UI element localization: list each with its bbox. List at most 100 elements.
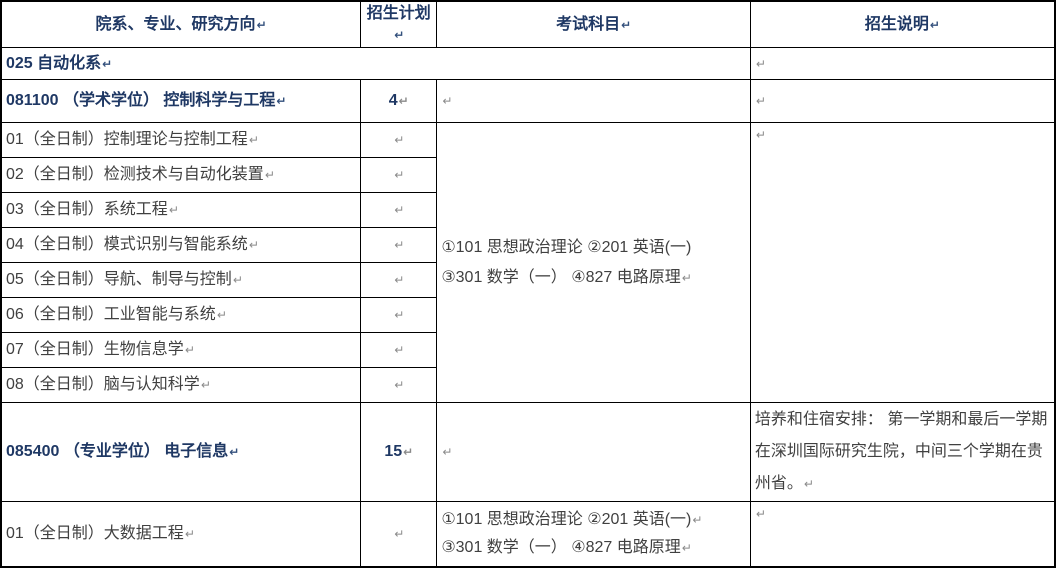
paragraph-mark-icon: ↵ (403, 445, 414, 459)
notes-empty-cell: ↵ (749, 79, 1056, 123)
header-label: 招生说明 (864, 15, 929, 33)
header-label: 考试科目 (556, 15, 621, 33)
paragraph-mark-icon: ↵ (394, 133, 405, 147)
direction-label: 04（全日制）模式识别与智能系统 (6, 236, 248, 253)
exam-empty-cell: ↵ (436, 79, 751, 123)
paragraph-mark-icon: ↵ (442, 445, 453, 459)
table-row: 08（全日制）脑与认知科学↵ ↵ (0, 367, 1055, 403)
notes-empty-cell: ↵ (749, 501, 1056, 567)
department-cell: 025 自动化系↵ (0, 47, 751, 80)
paragraph-mark-icon: ↵ (692, 512, 703, 527)
plan-empty-cell: ↵ (360, 297, 438, 333)
paragraph-mark-icon: ↵ (264, 168, 275, 182)
plan-empty-cell: ↵ (360, 192, 438, 228)
paragraph-mark-icon: ↵ (229, 445, 240, 459)
paragraph-mark-icon: ↵ (256, 17, 267, 32)
header-cell-department-major-direction: 院系、专业、研究方向↵ (0, 0, 362, 48)
plan-empty-cell: ↵ (360, 367, 438, 403)
program-cell: 081100 （学术学位） 控制科学与工程↵ (0, 79, 362, 123)
direction-label: 07（全日制）生物信息学 (6, 341, 184, 358)
header-label: 院系、专业、研究方向 (95, 15, 256, 33)
notes-empty-cell: ↵ (749, 122, 1056, 403)
plan-empty-cell: ↵ (360, 122, 438, 158)
header-cell-exam-subjects: 考试科目↵ (436, 0, 751, 48)
exam-subjects-cell: ①101 思想政治理论 ②201 英语(一)↵ ③301 数学（一） ④827 … (436, 501, 751, 567)
plan-empty-cell: ↵ (360, 501, 438, 567)
paragraph-mark-icon: ↵ (755, 94, 766, 108)
paragraph-mark-icon: ↵ (394, 378, 405, 392)
direction-label: 05（全日制）导航、制导与控制 (6, 271, 232, 288)
paragraph-mark-icon: ↵ (681, 270, 692, 285)
exam-line-1: ①101 思想政治理论 ②201 英语(一)↵ (441, 510, 703, 528)
header-label: 招生计划 (366, 5, 431, 22)
department-label: 025 自动化系 (6, 54, 102, 72)
paragraph-mark-icon: ↵ (394, 526, 405, 541)
paragraph-mark-icon: ↵ (755, 507, 766, 521)
paragraph-mark-icon: ↵ (755, 56, 766, 71)
plan-value: 4 (388, 92, 398, 109)
direction-label: 02（全日制）检测技术与自动化装置 (6, 166, 264, 183)
direction-label: 08（全日制）脑与认知科学 (6, 376, 200, 393)
plan-empty-cell: ↵ (360, 262, 438, 298)
paragraph-mark-icon: ↵ (398, 94, 409, 108)
department-row: 025 自动化系↵ ↵ (0, 47, 1056, 80)
paragraph-mark-icon: ↵ (184, 526, 195, 541)
direction-cell: 06（全日制）工业智能与系统↵ (0, 297, 362, 333)
paragraph-mark-icon: ↵ (394, 343, 405, 357)
paragraph-mark-icon: ↵ (216, 308, 227, 322)
direction-label: 06（全日制）工业智能与系统 (6, 306, 216, 323)
paragraph-mark-icon: ↵ (621, 17, 632, 32)
paragraph-mark-icon: ↵ (248, 133, 259, 147)
table-row: 05（全日制）导航、制导与控制↵ ↵ (0, 262, 1055, 298)
paragraph-mark-icon: ↵ (681, 540, 692, 555)
paragraph-mark-icon: ↵ (168, 203, 179, 217)
paragraph-mark-icon: ↵ (394, 273, 405, 287)
paragraph-mark-icon: ↵ (929, 17, 940, 32)
exam-subjects-cell: ①101 思想政治理论 ②201 英语(一) ③301 数学（一） ④827 电… (436, 122, 751, 403)
table-row: 03（全日制）系统工程↵ ↵ (0, 192, 1055, 228)
program-row-academic: 081100 （学术学位） 控制科学与工程↵ 4↵ ↵ ↵ (0, 79, 1056, 123)
plan-value: 15 (384, 443, 403, 460)
exam-line-2: ③301 数学（一） ④827 电路原理↵ (441, 538, 692, 556)
plan-cell: 4↵ (360, 79, 438, 123)
paragraph-mark-icon: ↵ (394, 28, 405, 42)
program-row-professional: 085400 （专业学位） 电子信息↵ 15↵ ↵ 培养和住宿安排： 第一学期和… (0, 402, 1056, 502)
direction-cell: 08（全日制）脑与认知科学↵ (0, 367, 362, 403)
paragraph-mark-icon: ↵ (102, 56, 113, 71)
direction-cell: 04（全日制）模式识别与智能系统↵ (0, 227, 362, 263)
plan-empty-cell: ↵ (360, 227, 438, 263)
direction-cell: 02（全日制）检测技术与自动化装置↵ (0, 157, 362, 193)
paragraph-mark-icon: ↵ (276, 94, 287, 108)
table-header-row: 院系、专业、研究方向↵ 招生计划↵ 考试科目↵ 招生说明↵ (0, 0, 1056, 48)
paragraph-mark-icon: ↵ (394, 168, 405, 182)
direction-cell: 01（全日制）控制理论与控制工程↵ (0, 122, 362, 158)
plan-empty-cell: ↵ (360, 332, 438, 368)
direction-label: 01（全日制）大数据工程 (6, 524, 184, 542)
paragraph-mark-icon: ↵ (803, 477, 814, 491)
paragraph-mark-icon: ↵ (394, 203, 405, 217)
direction-label: 01（全日制）控制理论与控制工程 (6, 131, 248, 148)
paragraph-mark-icon: ↵ (232, 273, 243, 287)
table-row: 07（全日制）生物信息学↵ ↵ (0, 332, 1055, 368)
program-label: 081100 （学术学位） 控制科学与工程 (6, 92, 276, 109)
direction-cell: 05（全日制）导航、制导与控制↵ (0, 262, 362, 298)
notes-empty-cell: ↵ (749, 47, 1056, 80)
paragraph-mark-icon: ↵ (200, 378, 211, 392)
direction-cell: 03（全日制）系统工程↵ (0, 192, 362, 228)
exam-line-2: ③301 数学（一） ④827 电路原理↵ (441, 268, 692, 286)
plan-empty-cell: ↵ (360, 157, 438, 193)
paragraph-mark-icon: ↵ (248, 238, 259, 252)
paragraph-mark-icon: ↵ (394, 308, 405, 322)
exam-line-1: ①101 思想政治理论 ②201 英语(一) (441, 238, 692, 256)
program-cell: 085400 （专业学位） 电子信息↵ (0, 402, 362, 502)
table-row: 01（全日制）大数据工程↵ ↵ ①101 思想政治理论 ②201 英语(一)↵ … (0, 501, 1056, 567)
paragraph-mark-icon: ↵ (184, 343, 195, 357)
direction-label: 03（全日制）系统工程 (6, 201, 168, 218)
plan-cell: 15↵ (360, 402, 438, 502)
notes-cell: 培养和住宿安排： 第一学期和最后一学期在深圳国际研究生院，中间三个学期在贵州省。… (749, 402, 1056, 502)
program-label: 085400 （专业学位） 电子信息 (6, 443, 229, 460)
table-row: 02（全日制）检测技术与自动化装置↵ ↵ (0, 157, 1055, 193)
direction-cell: 07（全日制）生物信息学↵ (0, 332, 362, 368)
table-row: 01（全日制）控制理论与控制工程↵ ↵ ①101 思想政治理论 ②201 英语(… (0, 122, 1056, 403)
